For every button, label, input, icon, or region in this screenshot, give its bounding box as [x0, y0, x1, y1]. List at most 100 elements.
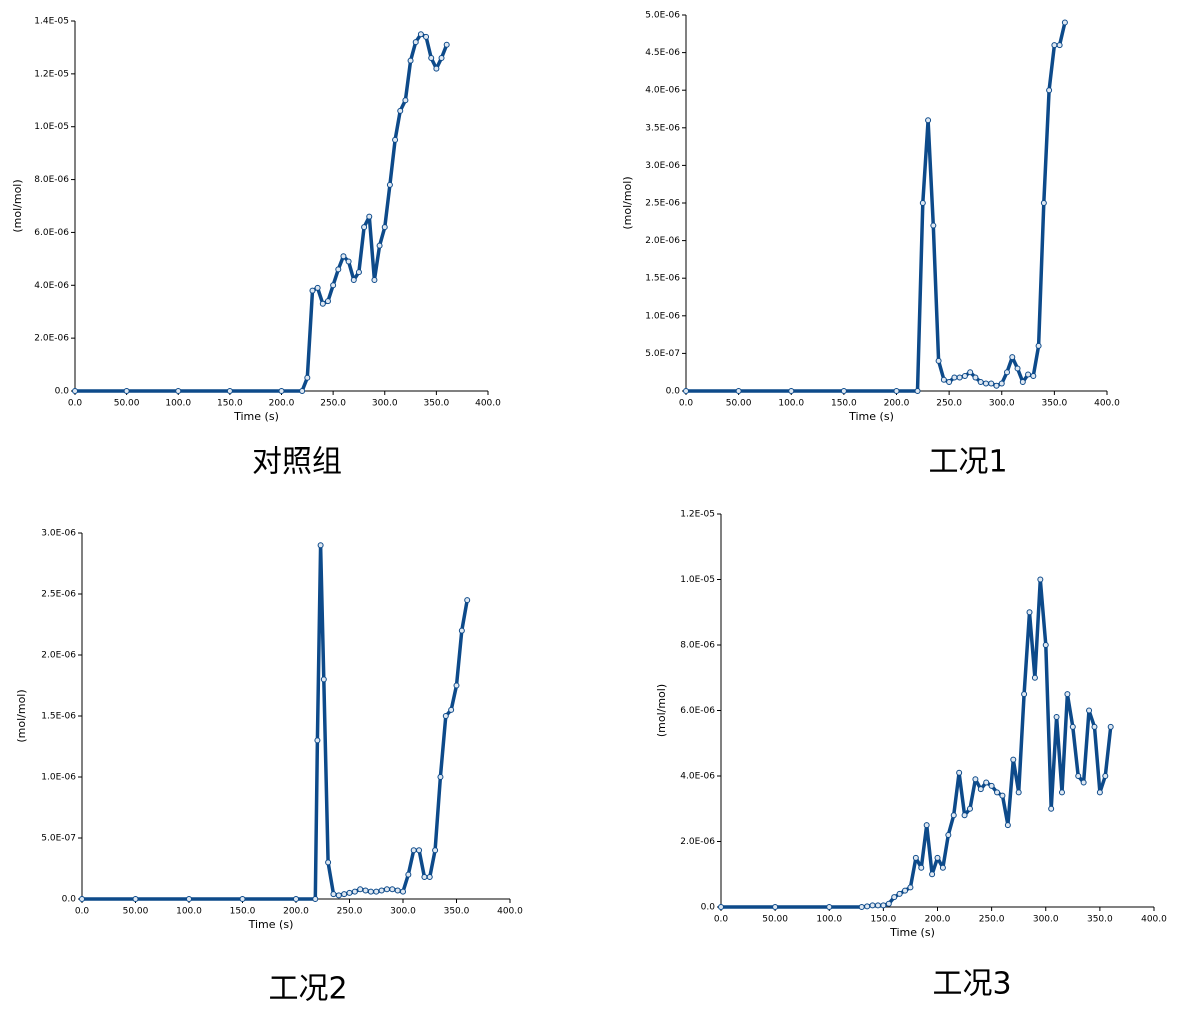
y-tick-label: 2.5E-06: [645, 199, 680, 209]
data-line: [75, 32, 449, 393]
data-point: [345, 258, 352, 265]
data-point: [1102, 773, 1109, 779]
data-point: [448, 706, 455, 713]
data-point: [330, 891, 337, 898]
y-tick-label: 4.0E-06: [34, 281, 69, 291]
data-point: [278, 388, 285, 394]
data-point: [1009, 354, 1016, 361]
y-tick-label: 1.2E-05: [34, 69, 69, 79]
data-point: [912, 854, 919, 861]
data-point: [1096, 789, 1103, 796]
data-point: [1010, 756, 1017, 763]
x-tick-label: 0.0: [679, 399, 694, 409]
data-point: [1014, 365, 1021, 372]
x-tick-label: 50.00: [123, 907, 149, 917]
data-point: [1037, 576, 1044, 583]
data-point: [186, 896, 192, 902]
data-point: [402, 97, 409, 104]
data-point: [340, 253, 347, 260]
data-line: [82, 543, 469, 901]
data-point: [977, 378, 984, 385]
data-point: [371, 277, 378, 283]
data-point: [304, 374, 311, 381]
data-point: [79, 896, 85, 902]
data-point: [1021, 691, 1028, 698]
x-tick-label: 100.0: [816, 915, 842, 925]
data-point: [988, 782, 995, 789]
data-point: [175, 388, 182, 394]
y-tick-label: 2.5E-06: [41, 590, 76, 600]
data-point: [438, 55, 445, 61]
data-point: [317, 542, 324, 549]
y-tick-label: 1.5E-06: [41, 712, 76, 722]
data-point: [858, 904, 865, 910]
y-tick-label: 2.0E-06: [680, 837, 715, 847]
data-point: [918, 864, 925, 871]
data-point: [442, 713, 449, 719]
data-point: [299, 388, 306, 394]
y-tick-label: 0.0: [666, 387, 681, 397]
x-tick-label: 350.0: [423, 399, 449, 409]
y-tick-label: 2.0E-06: [41, 651, 76, 661]
x-tick-label: 300.0: [989, 399, 1015, 409]
data-point: [1026, 609, 1033, 616]
x-tick-label: 350.0: [444, 907, 470, 917]
y-axis-label: (mol/mol): [11, 179, 24, 232]
y-tick-label: 1.0E-05: [680, 575, 715, 585]
data-point: [314, 737, 321, 744]
data-line: [686, 22, 1067, 393]
data-point: [1046, 87, 1053, 94]
data-point: [891, 894, 898, 901]
data-point: [925, 117, 932, 124]
x-tick-label: 100.0: [165, 399, 191, 409]
data-point: [683, 388, 689, 394]
data-point: [929, 871, 936, 878]
data-point: [373, 888, 380, 895]
data-point: [386, 181, 393, 188]
data-point: [893, 388, 900, 394]
data-point: [935, 357, 942, 364]
data-point: [432, 847, 439, 854]
data-point: [351, 888, 358, 895]
data-point: [346, 889, 353, 896]
y-tick-label: 1.4E-05: [34, 17, 69, 27]
data-point: [367, 888, 374, 895]
data-point: [314, 284, 321, 291]
x-axis-label: Time (s): [848, 410, 894, 423]
data-point: [1019, 378, 1026, 385]
data-point: [956, 769, 963, 776]
data-point: [939, 864, 946, 871]
y-axis-label: (mol/mol): [655, 684, 668, 737]
y-tick-label: 0.0: [55, 387, 70, 397]
data-point: [428, 55, 435, 61]
data-point: [880, 902, 887, 909]
y-tick-label: 4.0E-06: [680, 772, 715, 782]
data-point: [397, 107, 404, 114]
data-point: [1075, 773, 1082, 779]
data-point: [361, 224, 368, 231]
x-tick-label: 400.0: [475, 399, 501, 409]
data-point: [977, 786, 984, 793]
y-tick-label: 4.5E-06: [645, 48, 680, 58]
x-tick-label: 150.0: [831, 399, 857, 409]
data-point: [320, 676, 327, 683]
data-point: [132, 896, 139, 902]
data-point: [930, 222, 937, 229]
y-tick-label: 3.0E-06: [645, 161, 680, 171]
data-point: [972, 374, 979, 381]
data-point: [907, 884, 914, 891]
data-point: [998, 380, 1005, 387]
data-point: [966, 805, 973, 812]
data-point: [982, 380, 989, 387]
chart-title: 对照组: [252, 445, 342, 480]
data-point: [961, 372, 968, 379]
data-point: [902, 887, 909, 894]
data-point: [983, 779, 990, 786]
x-tick-label: 400.0: [1094, 399, 1120, 409]
data-point: [335, 892, 342, 899]
x-tick-label: 250.0: [979, 915, 1005, 925]
y-tick-label: 0.0: [701, 903, 716, 913]
x-tick-label: 400.0: [497, 907, 523, 917]
data-point: [426, 874, 433, 881]
data-point: [381, 224, 388, 231]
